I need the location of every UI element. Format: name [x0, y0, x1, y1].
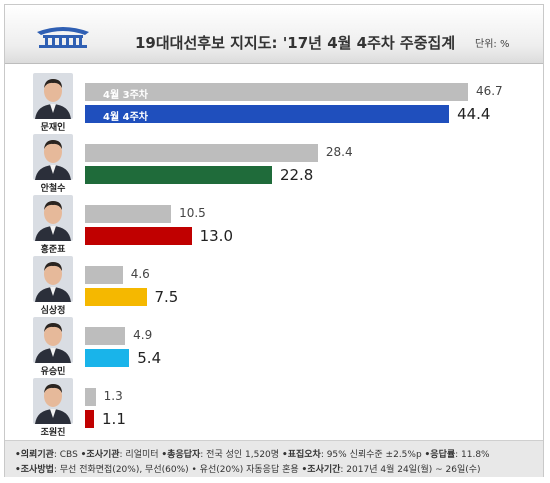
survey-info: •의뢰기관: CBS •조사기관: 리얼미터 •총응답자: 전국 성인 1,52…: [5, 440, 543, 477]
candidate-photo: [33, 378, 73, 424]
value-label-prev: 1.3: [103, 389, 123, 403]
survey-info-label: •총응답자: [161, 450, 201, 460]
bar-curr-week: [85, 349, 130, 367]
candidate-name: 안철수: [40, 184, 66, 194]
value-label-prev: 46.7: [475, 84, 503, 98]
candidate-name: 조원진: [40, 428, 66, 438]
bar-curr-week: [85, 227, 192, 245]
candidate-photo: [33, 134, 73, 180]
unit-label: 단위: %: [475, 39, 510, 50]
bar-curr-week: [85, 166, 272, 184]
survey-info-value: : 리얼미터: [119, 450, 162, 460]
survey-info-label: •조사기관: [80, 450, 120, 460]
bar-prev-week: [85, 266, 123, 284]
legend-prev-week: 4월 3주차: [103, 90, 148, 101]
survey-info-value: : CBS: [53, 450, 81, 460]
survey-info-label: •응답률: [424, 450, 456, 460]
value-label-prev: 28.4: [325, 145, 353, 159]
bar-prev-week: [85, 388, 96, 406]
candidate-name: 홍준표: [40, 245, 66, 255]
value-label-curr: 44.4: [457, 105, 491, 123]
value-label-prev: 4.9: [133, 328, 153, 342]
bar-prev-week: [85, 83, 468, 101]
blue-house-logo-icon: [37, 27, 89, 48]
bar-curr-week: [85, 105, 450, 123]
bar-prev-week: [85, 205, 172, 223]
bar-curr-week: [85, 410, 95, 428]
survey-info-value: : 전국 성인 1,520명: [200, 450, 282, 460]
survey-info-label: •조사방법: [15, 465, 54, 475]
bar-prev-week: [85, 144, 318, 162]
value-label-curr: 7.5: [154, 288, 179, 306]
survey-info-value: : 11.8%: [455, 450, 490, 460]
candidate-name: 문재인: [40, 123, 66, 133]
value-label-curr: 13.0: [199, 227, 233, 245]
survey-info-value: : 2017년 4월 24일(월) ~ 26일(수): [340, 465, 481, 475]
candidate-photo: [33, 317, 73, 363]
value-label-prev: 10.5: [179, 206, 206, 220]
bar-curr-week: [85, 288, 147, 306]
value-label-curr: 22.8: [279, 166, 314, 184]
survey-info-value: : 무선 전화면접(20%), 무선(60%) • 유선(20%) 자동응답 혼…: [53, 465, 302, 475]
candidate-name: 유승민: [40, 367, 66, 377]
survey-info-label: •의뢰기관: [15, 450, 54, 460]
candidate-photo: [33, 73, 73, 119]
survey-info-value: : 95% 신뢰수준 ±2.5%p: [320, 450, 425, 460]
value-label-prev: 4.6: [130, 267, 150, 281]
survey-info-line-2: •조사방법: 무선 전화면접(20%), 무선(60%) • 유선(20%) 자…: [15, 462, 481, 475]
candidate-name: 심상정: [40, 306, 66, 316]
bar-prev-week: [85, 327, 126, 345]
survey-info-label: •표집오차: [281, 450, 321, 460]
value-label-curr: 1.1: [102, 410, 126, 428]
candidate-photo: [33, 195, 73, 241]
legend-curr-week: 4월 4주차: [103, 112, 148, 123]
survey-info-label: •조사기간: [301, 465, 341, 475]
header: 19대대선후보 지지도: '17년 4월 4주차 주중집계 단위: %: [5, 5, 543, 64]
value-label-curr: 5.4: [137, 349, 162, 367]
candidate-photo: [33, 256, 73, 302]
survey-info-line-1: •의뢰기관: CBS •조사기관: 리얼미터 •총응답자: 전국 성인 1,52…: [15, 447, 490, 460]
